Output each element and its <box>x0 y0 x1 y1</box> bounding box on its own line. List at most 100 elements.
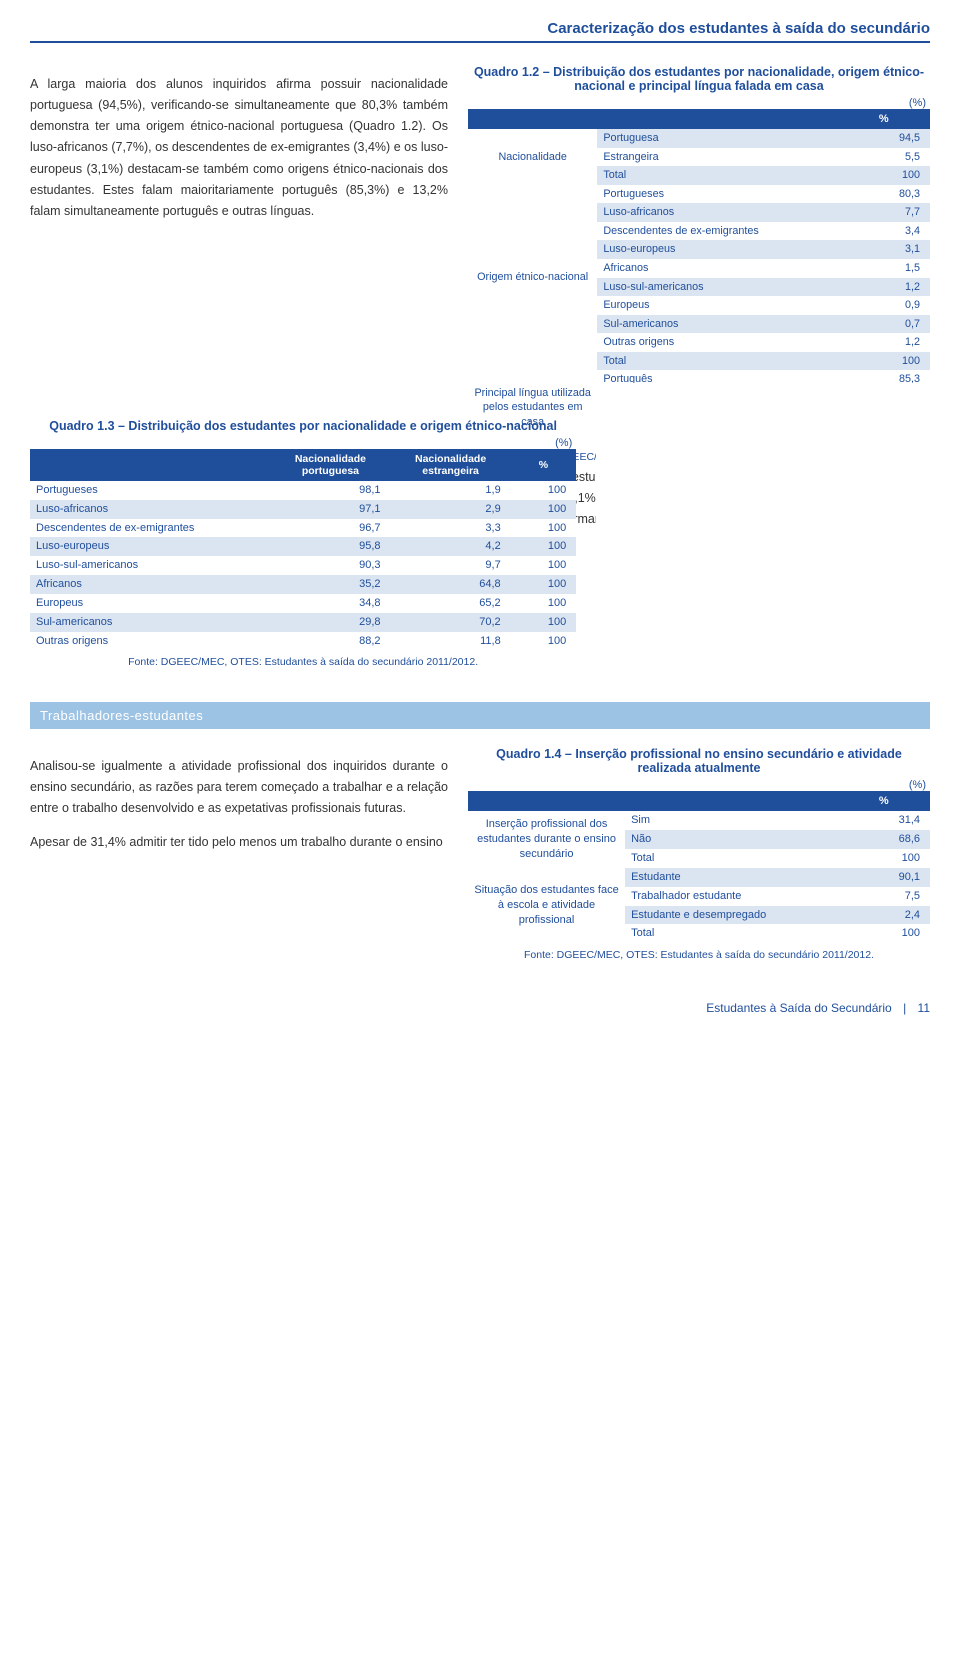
row-label: Luso-sul-americanos <box>30 556 270 575</box>
row-label: Africanos <box>597 259 837 278</box>
footer-page-number: 11 <box>918 1001 930 1015</box>
row-label: Total <box>625 849 838 868</box>
row-value: 1,2 <box>838 333 930 352</box>
row-value: 34,8 <box>270 594 390 613</box>
section-heading-band: Trabalhadores-estudantes <box>30 702 930 729</box>
quadro14-title: Quadro 1.4 – Inserção profissional no en… <box>468 747 930 775</box>
row-value: 5,5 <box>838 148 930 167</box>
row-total: 100 <box>511 594 577 613</box>
group-label: Situação dos estudantes face à escola e … <box>468 868 625 943</box>
row-value: 1,5 <box>838 259 930 278</box>
row-label: Outras origens <box>30 632 270 651</box>
row-value: 2,9 <box>391 500 511 519</box>
table-row: Situação dos estudantes face à escola e … <box>468 868 930 887</box>
row-value: 100 <box>838 849 930 868</box>
quadro12-title: Quadro 1.2 – Distribuição dos estudantes… <box>468 65 930 93</box>
row-label: Estrangeira <box>597 148 837 167</box>
row-value: 35,2 <box>270 575 390 594</box>
percent-header: % <box>539 459 548 471</box>
row-label: Portugueses <box>597 185 837 204</box>
group-label: Origem étnico-nacional <box>468 185 597 371</box>
row-label: Portugueses <box>30 481 270 500</box>
row-value: 68,6 <box>838 830 930 849</box>
row-value: 1,9 <box>391 481 511 500</box>
table-row: Luso-sul-americanos90,39,7100 <box>30 556 576 575</box>
row-label: Descendentes de ex-emigrantes <box>30 519 270 538</box>
row-value: 88,2 <box>270 632 390 651</box>
row-label: Luso-africanos <box>30 500 270 519</box>
quadro13-table: Nacionalidade portuguesa Nacionalidade e… <box>30 449 576 651</box>
row-value: 100 <box>838 924 930 943</box>
row-total: 100 <box>511 481 577 500</box>
row-value: 98,1 <box>270 481 390 500</box>
row-label: Portuguesa <box>597 129 837 148</box>
row-label: Sul-americanos <box>597 315 837 334</box>
row-label: Descendentes de ex-emigrantes <box>597 222 837 241</box>
row-value: 7,5 <box>838 887 930 906</box>
percent-header: % <box>879 795 889 807</box>
row-value: 3,1 <box>838 240 930 259</box>
row-total: 100 <box>511 519 577 538</box>
row-total: 100 <box>511 613 577 632</box>
percent-unit-label: (%) <box>468 97 930 109</box>
row-label: Outras origens <box>597 333 837 352</box>
page-footer: Estudantes à Saída do Secundário | 11 <box>30 1001 930 1015</box>
row-label: Africanos <box>30 575 270 594</box>
percent-header: % <box>879 113 889 125</box>
table-row: Luso-africanos97,12,9100 <box>30 500 576 519</box>
footer-separator: | <box>903 1001 906 1015</box>
row-label: Estudante e desempregado <box>625 906 838 925</box>
row-value: 70,2 <box>391 613 511 632</box>
row-label: Europeus <box>597 296 837 315</box>
row-label: Luso-sul-americanos <box>597 278 837 297</box>
col-header: Nacionalidade portuguesa <box>295 453 366 477</box>
table-row: Outras origens88,211,8100 <box>30 632 576 651</box>
row-total: 100 <box>511 575 577 594</box>
row-label: Europeus <box>30 594 270 613</box>
row-value: 64,8 <box>391 575 511 594</box>
row-label: Total <box>597 166 837 185</box>
col-header: Nacionalidade estrangeira <box>415 453 486 477</box>
percent-unit-label: (%) <box>468 779 930 791</box>
table-row: Africanos35,264,8100 <box>30 575 576 594</box>
table-row: Origem étnico-nacionalPortugueses80,3 <box>468 185 930 204</box>
quadro14-table: % Inserção profissional dos estudantes d… <box>468 791 930 943</box>
row-value: 100 <box>838 166 930 185</box>
row-value: 9,7 <box>391 556 511 575</box>
row-total: 100 <box>511 500 577 519</box>
footer-text: Estudantes à Saída do Secundário <box>706 1001 891 1015</box>
page-title: Caracterização dos estudantes à saída do… <box>30 20 930 43</box>
row-label: Sim <box>625 811 838 830</box>
row-value: 11,8 <box>391 632 511 651</box>
percent-unit-label: (%) <box>30 437 576 449</box>
table-row: Europeus34,865,2100 <box>30 594 576 613</box>
row-value: 95,8 <box>270 537 390 556</box>
row-total: 100 <box>511 556 577 575</box>
body-paragraph: Apesar de 31,4% admitir ter tido pelo me… <box>30 832 448 853</box>
row-label: Sul-americanos <box>30 613 270 632</box>
row-value: 29,8 <box>270 613 390 632</box>
row-value: 0,7 <box>838 315 930 334</box>
table-row: NacionalidadePortuguesa94,5 <box>468 129 930 148</box>
row-value: 100 <box>838 352 930 371</box>
row-label: Luso-africanos <box>597 203 837 222</box>
row-value: 4,2 <box>391 537 511 556</box>
row-value: 2,4 <box>838 906 930 925</box>
quadro13-title: Quadro 1.3 – Distribuição dos estudantes… <box>30 419 576 433</box>
row-value: 96,7 <box>270 519 390 538</box>
table-row: Luso-europeus95,84,2100 <box>30 537 576 556</box>
group-label: Nacionalidade <box>468 129 597 185</box>
row-value: 94,5 <box>838 129 930 148</box>
table-row: Descendentes de ex-emigrantes96,73,3100 <box>30 519 576 538</box>
row-label: Não <box>625 830 838 849</box>
row-label: Trabalhador estudante <box>625 887 838 906</box>
row-value: 3,3 <box>391 519 511 538</box>
row-value: 1,2 <box>838 278 930 297</box>
row-value: 7,7 <box>838 203 930 222</box>
body-paragraph: Analisou-se igualmente a atividade profi… <box>30 756 448 820</box>
table-row: Sul-americanos29,870,2100 <box>30 613 576 632</box>
row-value: 0,9 <box>838 296 930 315</box>
row-value: 97,1 <box>270 500 390 519</box>
row-value: 31,4 <box>838 811 930 830</box>
row-value: 65,2 <box>391 594 511 613</box>
